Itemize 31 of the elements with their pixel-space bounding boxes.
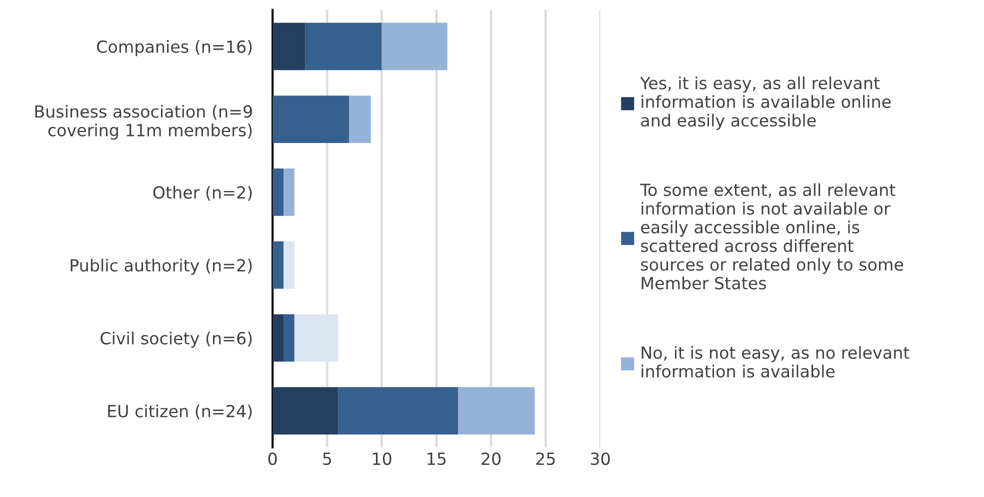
- legend-label: Yes, it is easy, as all relevant information is available online and easily accessible: [640, 76, 891, 130]
- bar: [294, 314, 338, 362]
- x-tick-label: 10: [373, 452, 392, 466]
- bar: [382, 22, 448, 70]
- bar: [283, 168, 294, 216]
- x-tick-label: 25: [536, 452, 555, 466]
- bar: [272, 387, 338, 435]
- bar: [349, 96, 371, 143]
- y-tick-label: Companies (n=16): [97, 40, 252, 56]
- bar: [283, 241, 294, 289]
- y-tick-label: EU citizen (n=24): [108, 404, 252, 420]
- x-tick-label: 20: [482, 452, 501, 466]
- bar: [272, 96, 350, 143]
- bar: [283, 314, 294, 362]
- bar: [272, 241, 284, 289]
- legend-label: No, it is not easy, as no relevant information is available: [642, 346, 910, 378]
- bar: [458, 387, 535, 435]
- x-tick-label: 5: [323, 452, 332, 466]
- y-tick-label: Business association (n=9 covering 11m members): [35, 104, 252, 140]
- legend-label: To some extent, as all relevant information is not available or easily accessible online, is scattered across different sources or related only to some Member States: [640, 183, 904, 290]
- y-tick-label: Public authority (n=2): [70, 258, 252, 275]
- x-tick-label: 15: [428, 452, 446, 466]
- x-tick-label: 30: [590, 452, 610, 466]
- bar: [272, 314, 284, 362]
- bar: [272, 168, 284, 216]
- x-tick-label: 0: [268, 452, 277, 466]
- bar: [338, 387, 458, 435]
- y-tick-label: Civil society (n=6): [100, 332, 252, 348]
- bar: [305, 22, 382, 70]
- y-tick-label: Other (n=2): [153, 186, 252, 201]
- bar: [272, 22, 306, 70]
